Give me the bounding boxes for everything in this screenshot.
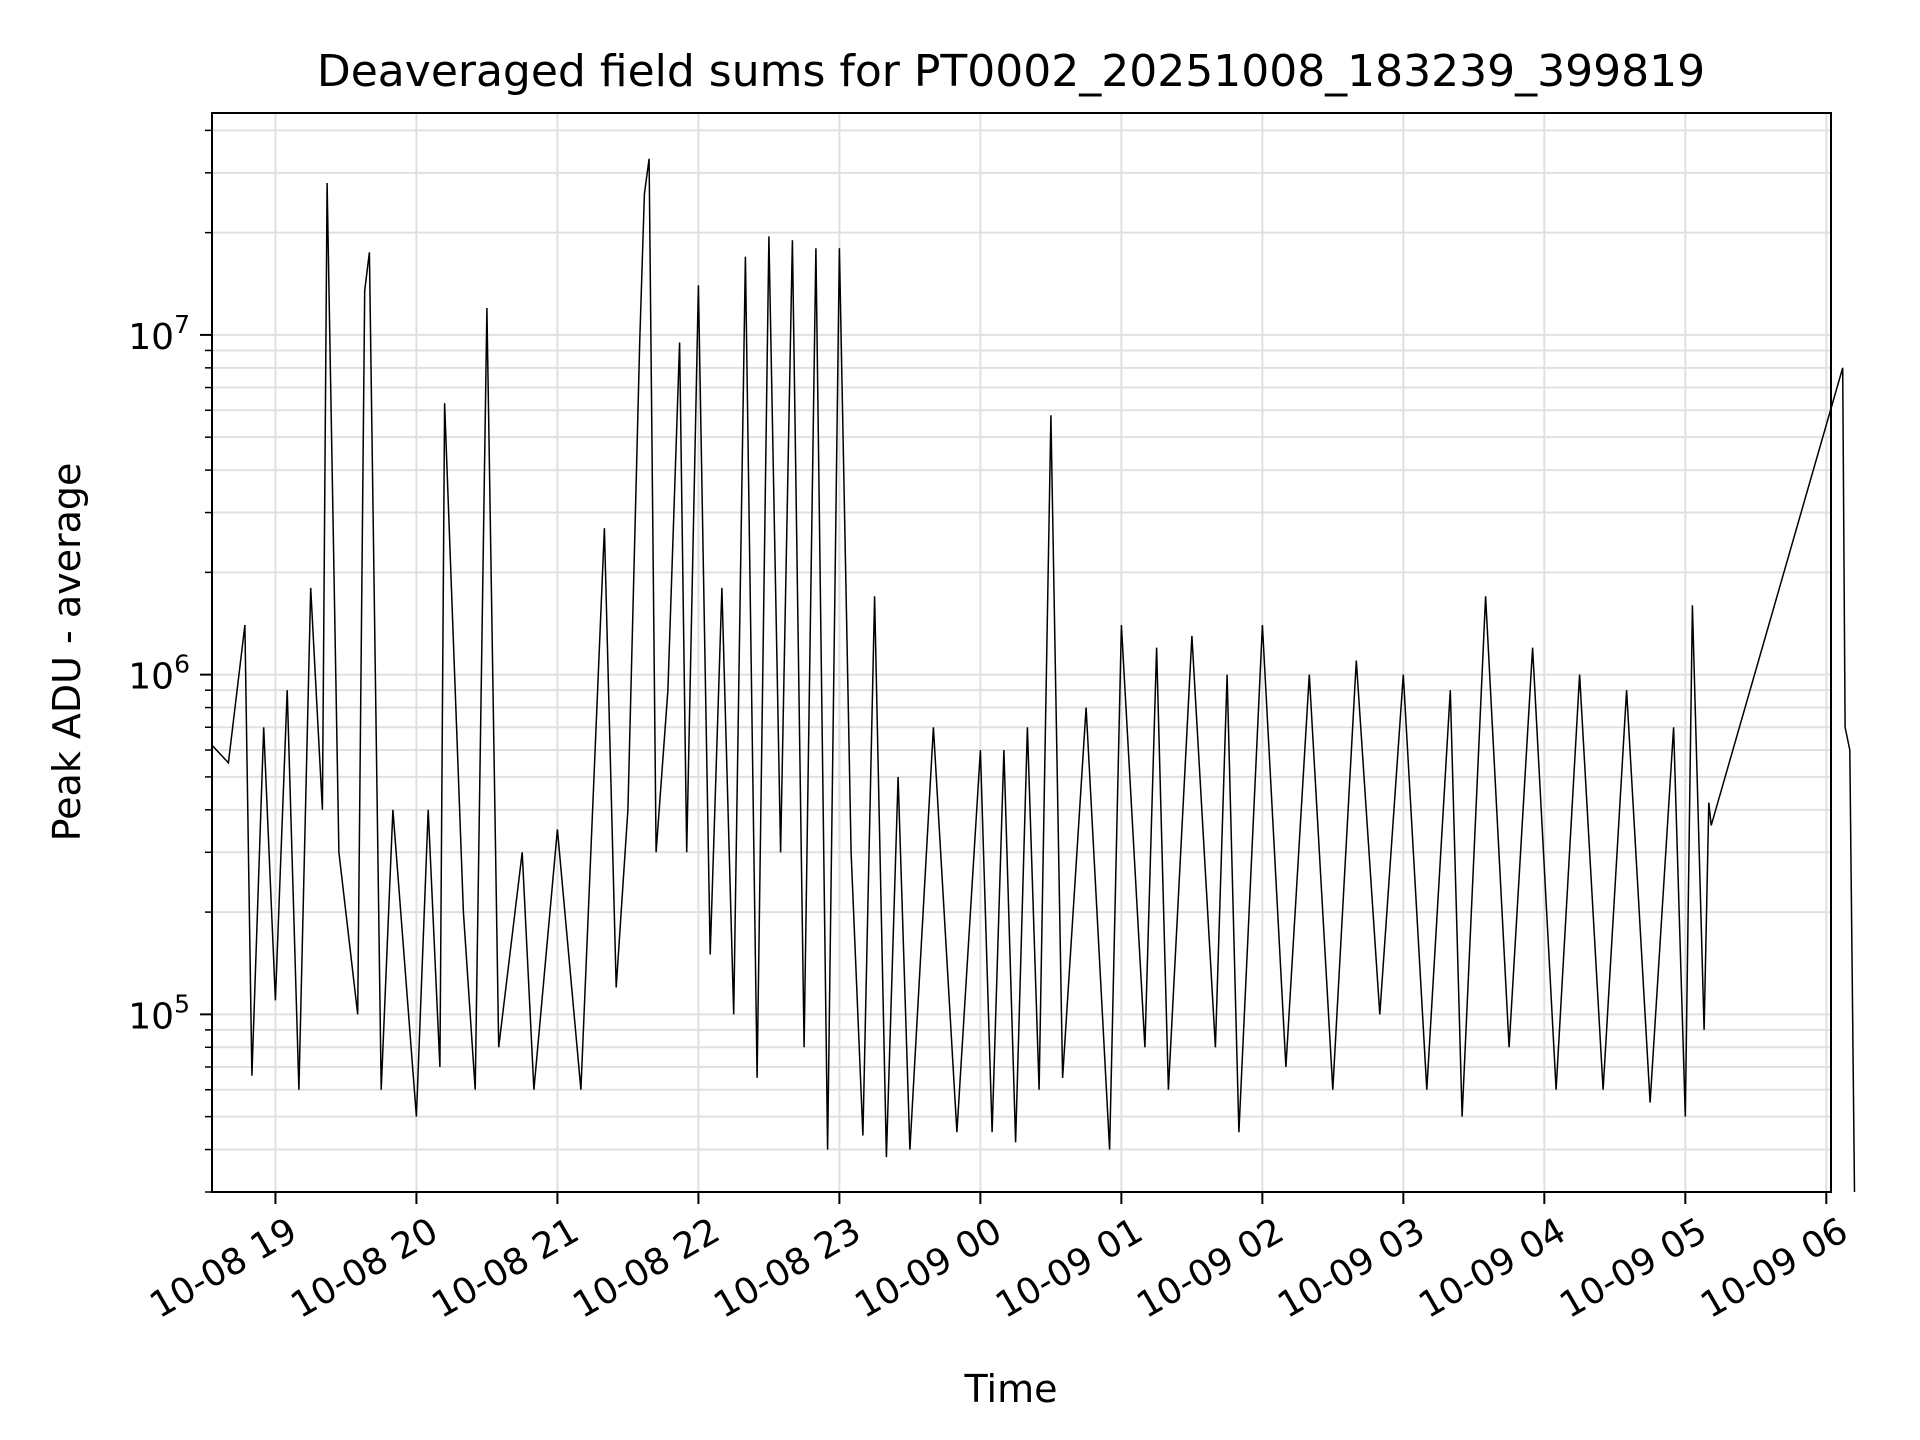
y-tick-base: 10 xyxy=(128,317,174,358)
y-tick-label: 106 xyxy=(128,650,190,698)
grid-lines xyxy=(212,113,1831,1193)
data-series xyxy=(211,158,1856,1193)
chart-title: Deaveraged field sums for PT0002_2025100… xyxy=(317,46,1705,97)
y-tick-label: 107 xyxy=(128,310,190,358)
y-tick-base: 10 xyxy=(128,657,174,698)
series-line-0 xyxy=(211,158,1856,1193)
y-tick-exponent: 5 xyxy=(174,989,190,1018)
y-tick-exponent: 7 xyxy=(174,310,190,339)
y-axis-label: Peak ADU - average xyxy=(45,463,89,842)
plot-frame xyxy=(211,112,1832,1193)
y-tick-label: 105 xyxy=(128,989,190,1037)
x-axis-label: Time xyxy=(964,1367,1058,1411)
y-tick-exponent: 6 xyxy=(174,650,190,679)
y-tick-base: 10 xyxy=(128,996,174,1037)
